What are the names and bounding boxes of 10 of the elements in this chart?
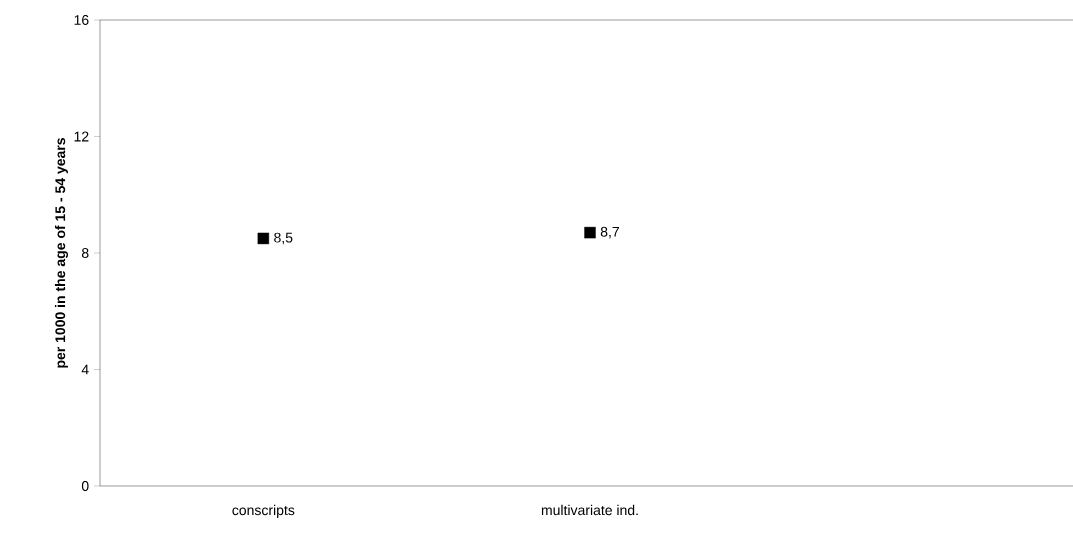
y-axis-title: per 1000 in the age of 15 - 54 years	[54, 138, 69, 368]
x-tick-label: conscripts	[232, 504, 295, 518]
y-tick-label: 4	[81, 364, 89, 375]
y-tick-label: 8	[81, 248, 89, 258]
data-label: 8,7	[600, 226, 619, 239]
x-tick-label: multivariate ind.	[541, 504, 638, 516]
y-tick-label: 12	[74, 131, 89, 142]
data-label: 8,5	[274, 232, 293, 245]
y-tick-label: 16	[74, 15, 89, 25]
y-tick-label: 0	[81, 481, 89, 491]
